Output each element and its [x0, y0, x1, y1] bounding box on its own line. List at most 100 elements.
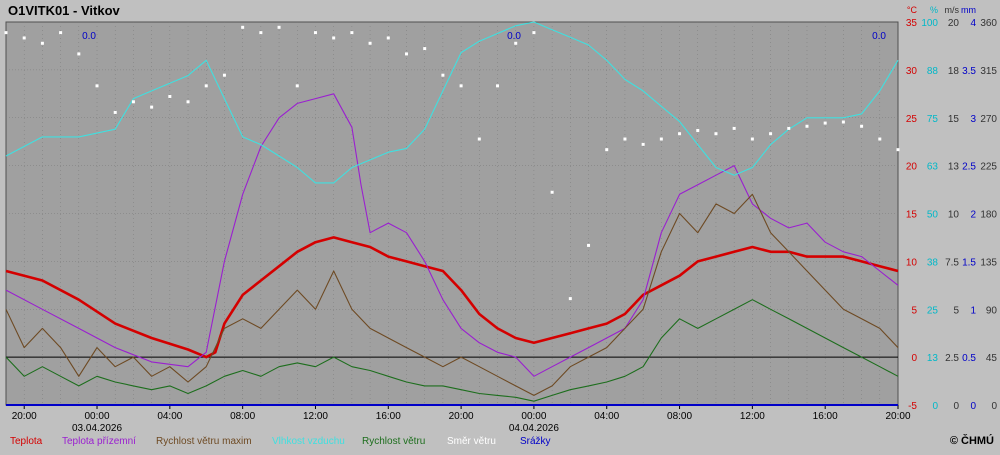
wind-direction-point — [496, 84, 500, 88]
x-tick-label: 16:00 — [376, 411, 401, 422]
wind-direction-point — [896, 148, 900, 152]
wind-direction-point — [568, 297, 572, 301]
series-line-1 — [5, 93, 899, 377]
wind-direction-point — [168, 94, 172, 98]
axis-tick-label: 3.5 — [962, 66, 976, 77]
axis-tick-label: 2 — [970, 210, 976, 221]
x-tick-label: 20:00 — [885, 411, 910, 422]
x-tick-label: 20:00 — [449, 411, 474, 422]
wind-direction-point — [514, 41, 518, 45]
legend-item: Srážky — [520, 436, 551, 447]
wind-direction-point — [131, 100, 135, 104]
axis-tick-label: 1.5 — [962, 257, 976, 268]
axis-tick-label: 4 — [970, 18, 976, 29]
x-tick-label: 00:00 — [521, 411, 546, 422]
wind-direction-point — [77, 52, 81, 56]
wind-direction-point — [259, 31, 263, 35]
axis-tick-label: 18 — [948, 66, 960, 77]
wind-direction-point — [823, 121, 827, 125]
wind-direction-point — [241, 25, 245, 29]
x-tick-label: 16:00 — [813, 411, 838, 422]
wind-direction-point — [878, 137, 882, 141]
wind-direction-point — [860, 124, 864, 128]
axis-tick-label: 15 — [948, 114, 960, 125]
axis-tick-label: 2.5 — [962, 162, 976, 173]
axis-tick-label: 38 — [927, 257, 939, 268]
axis-tick-label: 0 — [991, 401, 997, 412]
series-line-3 — [5, 21, 899, 184]
wind-direction-point — [623, 137, 627, 141]
axis-tick-label: 1 — [970, 305, 976, 316]
wind-direction-point — [841, 120, 845, 124]
axis-tick-label: 7.5 — [945, 257, 959, 268]
wind-direction-point — [40, 41, 44, 45]
legend-item: Teplota přízemní — [62, 436, 136, 447]
wind-direction-point — [550, 190, 554, 194]
wind-direction-point — [222, 73, 226, 77]
wind-direction-point — [732, 126, 736, 130]
wind-direction-point — [4, 31, 8, 35]
x-tick-label: 08:00 — [230, 411, 255, 422]
wind-direction-point — [277, 25, 281, 29]
axis-tick-label: 180 — [980, 210, 997, 221]
axis-tick-label: 270 — [980, 114, 997, 125]
wind-direction-point — [368, 41, 372, 45]
x-date-label: 03.04.2026 — [72, 423, 122, 434]
wind-direction-point — [696, 129, 700, 133]
wind-direction-point — [605, 148, 609, 152]
axis-tick-label: 135 — [980, 257, 997, 268]
plot-area — [5, 21, 899, 406]
axis-tick-label: 25 — [927, 305, 939, 316]
chart-title: O1VITK01 - Vitkov — [8, 3, 121, 18]
wind-direction-point — [59, 31, 63, 35]
axis-tick-label: 63 — [927, 162, 939, 173]
axis-tick-label: 90 — [986, 305, 998, 316]
axis-tick-label: 0 — [911, 353, 917, 364]
axis-tick-label: 360 — [980, 18, 997, 29]
axis-tick-label: 3 — [970, 114, 976, 125]
wind-direction-point — [750, 137, 754, 141]
wind-direction-point — [423, 47, 427, 51]
legend-item: Směr větru — [447, 436, 496, 447]
x-tick-label: 08:00 — [667, 411, 692, 422]
axis-tick-label: 0 — [953, 401, 959, 412]
x-tick-label: 00:00 — [85, 411, 110, 422]
series-line-4 — [5, 299, 899, 402]
axis-tick-label: 20 — [948, 18, 960, 29]
axis-tick-label: 30 — [906, 66, 918, 77]
axis-tick-label: 20 — [906, 162, 918, 173]
x-tick-label: 04:00 — [157, 411, 182, 422]
axis-tick-label: 0 — [970, 401, 976, 412]
axis-tick-label: 13 — [927, 353, 939, 364]
x-tick-label: 20:00 — [12, 411, 37, 422]
axis-tick-label: 0.5 — [962, 353, 976, 364]
legend-item: Rychlost větru maxim — [156, 436, 252, 447]
wind-direction-point — [532, 31, 536, 35]
wind-direction-point — [459, 84, 463, 88]
axis-tick-label: 10 — [948, 210, 960, 221]
wind-direction-point — [477, 137, 481, 141]
wind-direction-point — [587, 243, 591, 247]
axis-tick-label: 50 — [927, 210, 939, 221]
axis-tick-label: 2.5 — [945, 353, 959, 364]
precip-total-label: 0.0 — [872, 31, 886, 42]
x-date-label: 04.04.2026 — [509, 423, 559, 434]
axis-tick-label: 0 — [932, 401, 938, 412]
wind-direction-point — [386, 36, 390, 40]
wind-direction-point — [404, 52, 408, 56]
precip-total-label: 0.0 — [82, 31, 96, 42]
wind-direction-point — [332, 36, 336, 40]
axis-tick-label: 225 — [980, 162, 997, 173]
axis-tick-label: 88 — [927, 66, 939, 77]
axis-tick-label: 15 — [906, 210, 918, 221]
wind-direction-point — [22, 36, 26, 40]
axis-unit-label: °C — [907, 5, 918, 15]
axis-tick-label: 5 — [911, 305, 917, 316]
wind-direction-point — [313, 31, 317, 35]
wind-direction-point — [678, 132, 682, 136]
wind-direction-point — [641, 142, 645, 146]
axis-tick-label: 45 — [986, 353, 998, 364]
legend-item: Vlhkost vzduchu — [272, 436, 345, 447]
